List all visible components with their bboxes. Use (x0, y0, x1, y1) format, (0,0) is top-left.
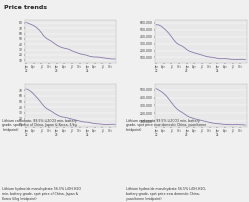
Text: Lithium hydroxide monohydrate 56.5% LiOH.H2O,
battery grade, spot price exw dome: Lithium hydroxide monohydrate 56.5% LiOH… (126, 187, 206, 201)
Text: Lithium carbonate 99.5% Li2CO3 min, battery
grade, spot price exw domestic China: Lithium carbonate 99.5% Li2CO3 min, batt… (126, 119, 206, 132)
Text: Price trends: Price trends (4, 5, 47, 10)
Text: Lithium carbonate, 99.5% Li2CO3 min, battery
grade, spot price of China, Japan &: Lithium carbonate, 99.5% Li2CO3 min, bat… (2, 119, 77, 132)
Text: Lithium hydroxide monohydrate 56.5% LiOH.H2O
min, battery grade, spot price of C: Lithium hydroxide monohydrate 56.5% LiOH… (2, 187, 81, 201)
